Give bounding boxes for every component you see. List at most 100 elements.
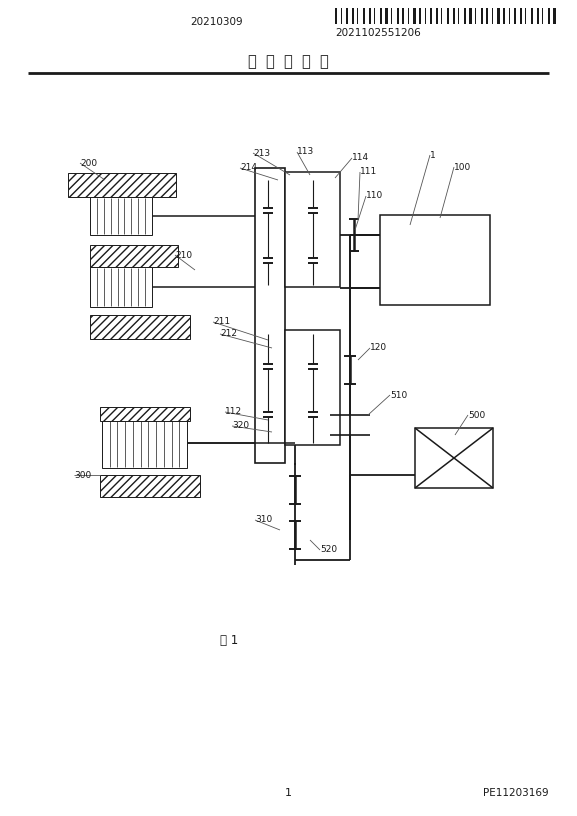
Bar [489, 8, 491, 24]
Text: 300: 300 [74, 471, 91, 480]
Bar [455, 8, 458, 24]
Bar [399, 8, 400, 24]
Text: 112: 112 [225, 407, 242, 416]
Text: 200: 200 [80, 158, 97, 167]
Bar [369, 8, 371, 24]
Text: 310: 310 [255, 516, 272, 525]
Text: PE11203169: PE11203169 [484, 788, 549, 798]
Bar [550, 8, 552, 24]
Bar [396, 8, 399, 24]
Bar [452, 8, 455, 24]
Bar [372, 8, 373, 24]
Bar [388, 8, 391, 24]
Bar [405, 8, 407, 24]
Bar [523, 8, 525, 24]
Bar [385, 8, 388, 24]
Bar [514, 8, 516, 24]
Bar [444, 8, 447, 24]
Bar [402, 8, 404, 24]
Bar [433, 8, 434, 24]
Bar [542, 8, 543, 24]
Text: 213: 213 [253, 149, 270, 157]
Bar [100, 475, 200, 497]
Text: 20210309: 20210309 [190, 17, 242, 27]
Text: 210: 210 [175, 251, 192, 259]
Bar [394, 8, 396, 24]
Bar [90, 197, 152, 235]
Bar [484, 8, 485, 24]
Bar [411, 8, 413, 24]
Text: 211: 211 [213, 317, 230, 326]
Bar [285, 330, 340, 445]
Bar [102, 418, 187, 468]
Bar [500, 8, 501, 24]
Bar [537, 8, 539, 24]
Bar [539, 8, 542, 24]
Text: 114: 114 [352, 153, 369, 162]
Bar [508, 8, 509, 24]
Bar [413, 8, 415, 24]
Bar [548, 8, 550, 24]
Text: 2021102551206: 2021102551206 [335, 28, 421, 38]
Bar [377, 8, 379, 24]
Bar [90, 267, 152, 307]
Bar [338, 8, 340, 24]
Bar [68, 173, 176, 197]
Bar [374, 8, 375, 24]
Bar [335, 8, 337, 24]
Bar [349, 8, 350, 24]
Text: 500: 500 [468, 410, 485, 419]
Bar [380, 8, 382, 24]
Bar [481, 8, 483, 24]
Bar [380, 215, 490, 305]
Bar [352, 8, 354, 24]
Bar [430, 8, 432, 24]
Bar [520, 8, 522, 24]
Bar [472, 8, 474, 24]
Bar [511, 8, 514, 24]
Bar [441, 8, 443, 24]
Bar [450, 8, 451, 24]
Bar [517, 8, 518, 24]
Bar [422, 8, 424, 24]
Bar [556, 8, 559, 24]
Text: 1: 1 [430, 150, 436, 159]
Text: 110: 110 [366, 192, 383, 201]
Text: 120: 120 [370, 344, 387, 353]
Bar [492, 8, 493, 24]
Bar [503, 8, 505, 24]
Bar [416, 8, 417, 24]
Bar [497, 8, 500, 24]
Bar [346, 8, 349, 24]
Bar [486, 8, 488, 24]
Text: 113: 113 [297, 148, 314, 157]
Bar [100, 407, 190, 421]
Bar [461, 8, 463, 24]
Bar [383, 8, 384, 24]
Bar [458, 8, 459, 24]
Text: 520: 520 [320, 546, 337, 555]
Bar [528, 8, 530, 24]
Bar [363, 8, 365, 24]
Bar [439, 8, 441, 24]
Bar [366, 8, 367, 24]
Bar [553, 8, 556, 24]
Bar [360, 8, 362, 24]
Bar [534, 8, 535, 24]
Bar [470, 8, 471, 24]
Bar [447, 8, 449, 24]
Text: 100: 100 [454, 162, 471, 171]
Bar [478, 8, 480, 24]
Bar [285, 172, 340, 287]
Bar [419, 8, 421, 24]
Bar [475, 8, 476, 24]
Bar [408, 8, 409, 24]
Bar [355, 8, 357, 24]
Text: 111: 111 [360, 167, 377, 176]
Bar [340, 8, 342, 24]
Bar [531, 8, 533, 24]
Bar [415, 428, 493, 488]
Bar [255, 168, 285, 463]
Bar [90, 245, 178, 267]
Bar [464, 8, 466, 24]
